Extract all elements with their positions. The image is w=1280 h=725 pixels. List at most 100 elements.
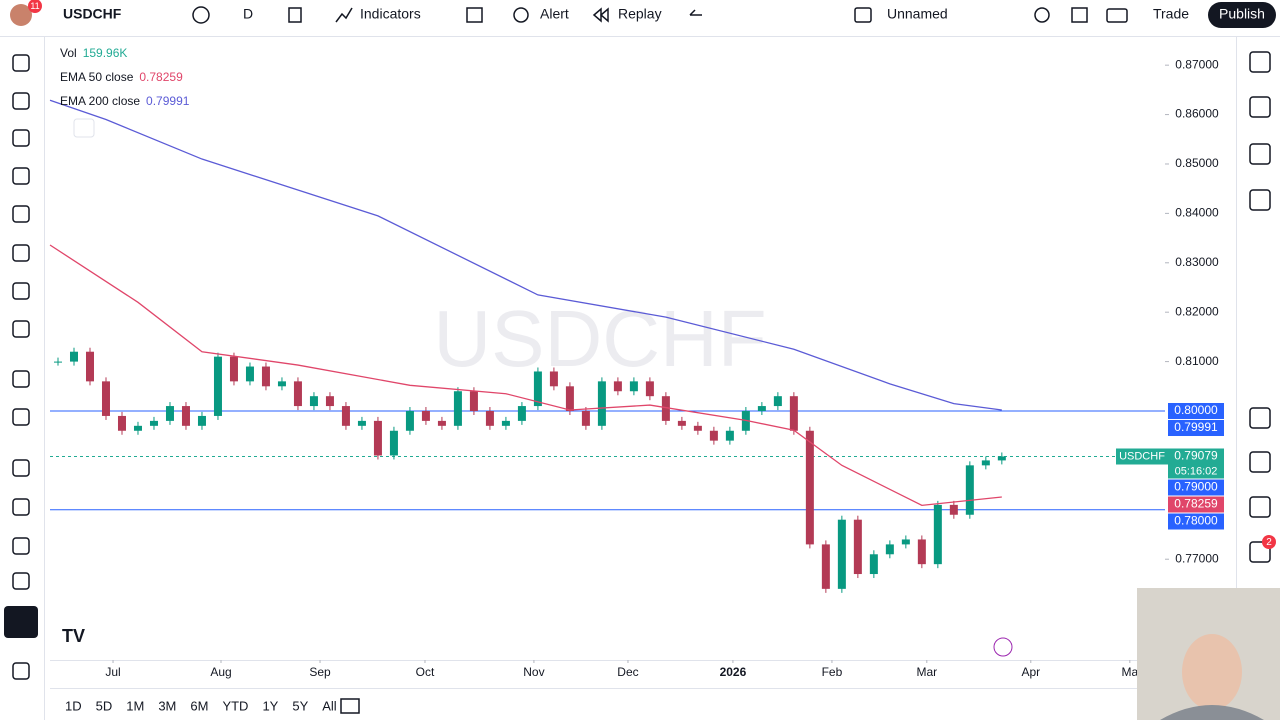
templates-icon[interactable] — [466, 7, 483, 23]
x-tick-label: 2026 — [720, 665, 747, 679]
price-label-bg — [1168, 448, 1224, 465]
tool-icon[interactable] — [12, 537, 30, 555]
range-button[interactable]: All — [322, 698, 337, 713]
x-tick-label: Jul — [105, 665, 120, 679]
candle-body — [277, 381, 286, 387]
x-tick-label: Sep — [309, 665, 331, 679]
candle-body — [149, 420, 158, 426]
fullscreen[interactable] — [1071, 7, 1088, 23]
candle-body — [181, 406, 190, 426]
replay[interactable]: Replay — [618, 6, 662, 22]
price-label: 0.79000 — [1174, 480, 1218, 494]
candle-body — [869, 554, 878, 575]
tool-icon[interactable] — [12, 408, 30, 426]
candle-body — [821, 544, 830, 589]
tool-icon[interactable] — [12, 282, 30, 300]
candle-body — [549, 371, 558, 387]
candle-body — [629, 381, 638, 392]
sidebar-icon[interactable] — [1249, 143, 1271, 165]
candle-body — [517, 406, 526, 421]
price-label-bg — [1168, 479, 1224, 496]
events-icon[interactable] — [993, 637, 1013, 657]
candle-body — [69, 351, 78, 362]
y-tick-label: 0.84000 — [1175, 206, 1219, 220]
avatar[interactable] — [10, 4, 32, 26]
tool-icon[interactable] — [12, 370, 30, 388]
tool-icon[interactable] — [12, 572, 30, 590]
legend-label: EMA 50 close — [60, 70, 134, 84]
candle-body — [661, 396, 670, 421]
tool-icon[interactable] — [12, 498, 30, 516]
symbol[interactable]: USDCHF — [63, 6, 122, 22]
screenshot[interactable] — [1106, 8, 1128, 23]
y-tick-label: 0.85000 — [1175, 156, 1219, 170]
range-button[interactable]: 5D — [96, 698, 113, 713]
interval[interactable]: D — [243, 6, 253, 22]
trade[interactable]: Trade — [1153, 6, 1189, 22]
left-toolbar — [12, 54, 30, 680]
tool-icon[interactable] — [12, 92, 30, 110]
sidebar-icon[interactable] — [1249, 407, 1271, 429]
range-button[interactable]: 5Y — [292, 698, 308, 713]
notification-badge — [28, 0, 42, 13]
tool-icon[interactable] — [12, 459, 30, 477]
publish-button[interactable] — [1208, 2, 1276, 28]
sidebar-icon[interactable] — [1249, 496, 1271, 518]
alert[interactable]: Alert — [540, 6, 569, 22]
tool-icon[interactable] — [12, 54, 30, 72]
layout-name[interactable]: Unnamed — [887, 6, 948, 22]
x-tick-label: Dec — [617, 665, 638, 679]
ema50-line — [49, 244, 1002, 507]
candle-body — [581, 411, 590, 426]
candle-body — [229, 356, 238, 382]
layout-icon[interactable] — [854, 7, 872, 23]
indicators[interactable]: Indicators — [360, 6, 421, 22]
candle-body — [597, 381, 606, 426]
plot: 0.87000 0.86000 0.85000 0.84000 0.83000 0.820… — [49, 57, 1224, 679]
candle-body — [645, 381, 654, 397]
badge-count: 11 — [30, 1, 39, 11]
candle-body — [901, 539, 910, 545]
candle-body — [885, 544, 894, 555]
x-tick-label: Aug — [210, 665, 231, 679]
tool-icon[interactable] — [12, 167, 30, 185]
sidebar-icon[interactable] — [1249, 451, 1271, 473]
candle-body — [389, 430, 398, 456]
tool-icon[interactable] — [12, 320, 30, 338]
candle-body — [773, 396, 782, 407]
range-button[interactable]: YTD — [222, 698, 248, 713]
range-button[interactable]: 1D — [65, 698, 82, 713]
range-button[interactable]: 1Y — [262, 698, 278, 713]
range-button[interactable]: 3M — [158, 698, 176, 713]
sidebar-icon[interactable] — [1249, 189, 1271, 211]
active-tool[interactable] — [4, 606, 38, 638]
candle-body — [357, 420, 366, 426]
candle-body — [469, 391, 478, 412]
candle-body — [981, 460, 990, 466]
range-button[interactable]: 6M — [190, 698, 208, 713]
candle-body — [837, 519, 846, 589]
legend-value: 0.79991 — [146, 94, 190, 108]
sidebar-icon[interactable] — [1249, 96, 1271, 118]
sidebar-icon[interactable] — [1249, 51, 1271, 73]
candle-body — [693, 425, 702, 431]
tool-icon[interactable] — [12, 662, 30, 680]
range-button[interactable]: 1M — [126, 698, 144, 713]
candle-body — [309, 396, 318, 407]
date-range-icon[interactable] — [340, 698, 360, 714]
x-tick-label: Nov — [523, 665, 544, 679]
chart-type-icon[interactable] — [288, 7, 302, 23]
settings[interactable] — [1034, 7, 1050, 23]
tool-icon[interactable] — [12, 129, 30, 147]
candle-body — [53, 361, 62, 363]
tool-icon[interactable] — [12, 205, 30, 223]
candle-body — [501, 420, 510, 426]
collapse-legend[interactable] — [73, 118, 95, 138]
candle-body — [213, 356, 222, 416]
undo[interactable] — [689, 9, 702, 16]
tool-icon[interactable] — [12, 244, 30, 262]
sidebar-icon[interactable] — [1249, 541, 1271, 563]
add-symbol[interactable] — [192, 6, 210, 24]
candle-body — [853, 519, 862, 575]
